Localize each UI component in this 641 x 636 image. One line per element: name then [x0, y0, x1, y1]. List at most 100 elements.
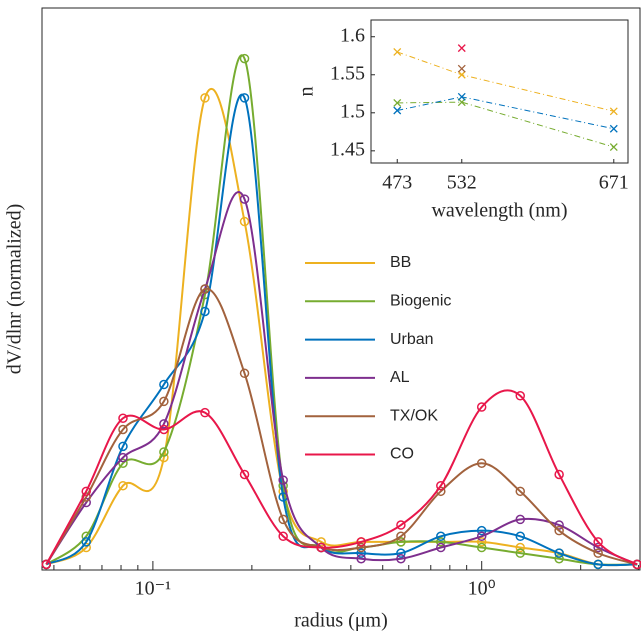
data-point [278, 531, 288, 542]
data-point [396, 548, 406, 558]
data-point [316, 542, 326, 553]
data-point [200, 407, 210, 418]
data-point [239, 469, 250, 480]
inset-series-line [397, 101, 614, 148]
series-line [45, 54, 638, 566]
data-point [41, 559, 52, 570]
data-point [200, 93, 210, 103]
inset-marker [609, 143, 618, 151]
data-point [239, 93, 250, 103]
legend-label: Biogenic [390, 293, 451, 310]
data-point [278, 475, 288, 485]
x-tick-label: 10⁻¹ [135, 578, 172, 600]
inset-y-tick-label: 1.55 [330, 62, 365, 84]
inset-y-tick-label: 1.45 [330, 138, 365, 160]
series-line [45, 389, 638, 566]
inset-marker [393, 106, 402, 115]
data-point [593, 537, 603, 547]
legend-label: BB [390, 254, 411, 271]
y-axis-label: dV/dlnr (normalized) [4, 204, 26, 375]
data-point [593, 542, 603, 553]
data-point [81, 537, 91, 547]
data-point [476, 531, 487, 542]
inset-marker [457, 44, 466, 53]
data-point [356, 548, 366, 558]
data-point [356, 554, 366, 564]
data-point [396, 531, 406, 542]
data-point [554, 525, 564, 536]
data-point [554, 554, 564, 564]
inset-x-tick-label: 473 [382, 172, 412, 194]
data-point [396, 537, 406, 547]
data-point [278, 514, 288, 525]
inset-marker [609, 107, 618, 116]
inset-box [370, 19, 629, 164]
data-point [554, 520, 564, 530]
data-point [515, 486, 526, 497]
data-point [515, 548, 526, 558]
data-point [239, 53, 250, 64]
inset-marker [457, 92, 466, 101]
data-point [476, 525, 487, 536]
inset-x-axis-label: wavelength (nm) [431, 200, 567, 222]
legend-label: Urban [390, 331, 434, 348]
data-point [118, 424, 128, 435]
data-point [476, 402, 487, 412]
legend-label: CO [390, 446, 414, 463]
data-point [316, 537, 326, 547]
inset-y-tick-label: 1.6 [340, 24, 365, 46]
data-point [159, 396, 169, 407]
data-point [476, 542, 487, 553]
data-point [515, 391, 526, 401]
data-point [476, 458, 487, 468]
inset-y-axis-label: n [296, 87, 318, 97]
data-point [476, 537, 487, 547]
data-point [239, 216, 250, 227]
inset-marker [609, 124, 618, 133]
series-line [45, 191, 638, 566]
data-point [554, 548, 564, 558]
data-point [515, 531, 526, 542]
legend-label: TX/OK [390, 407, 438, 424]
x-tick-label: 10⁰ [468, 578, 496, 600]
data-point [356, 542, 366, 553]
data-point [632, 559, 641, 570]
data-point [239, 368, 250, 379]
series-line [45, 93, 638, 567]
data-point [81, 486, 91, 497]
inset-y-tick-label: 1.5 [340, 100, 365, 122]
data-point [356, 537, 366, 547]
main-axes-box [41, 7, 641, 571]
data-point [593, 559, 603, 570]
data-point [159, 447, 169, 457]
series-line [45, 287, 638, 566]
legend-label: AL [390, 369, 410, 386]
x-axis-label: radius (μm) [294, 610, 387, 632]
inset-marker [457, 70, 466, 79]
data-point [159, 379, 169, 390]
data-point [515, 542, 526, 553]
data-point [436, 537, 446, 547]
data-point [118, 413, 128, 424]
data-point [436, 480, 446, 491]
inset-x-tick-label: 671 [599, 172, 629, 194]
data-point [436, 531, 446, 542]
inset-x-tick-label: 532 [447, 172, 477, 194]
data-point [200, 284, 210, 294]
inset-marker [457, 64, 466, 73]
inset-marker [393, 47, 402, 56]
inset-marker [393, 98, 402, 107]
data-point [239, 194, 250, 204]
data-point [593, 548, 603, 558]
data-point [118, 441, 128, 452]
data-point [515, 514, 526, 525]
data-point [159, 424, 169, 435]
data-point [554, 469, 564, 480]
data-point [396, 554, 406, 564]
data-point [396, 520, 406, 530]
data-point [118, 480, 128, 491]
data-point [118, 452, 128, 463]
data-point [436, 542, 446, 553]
data-point [159, 419, 169, 429]
